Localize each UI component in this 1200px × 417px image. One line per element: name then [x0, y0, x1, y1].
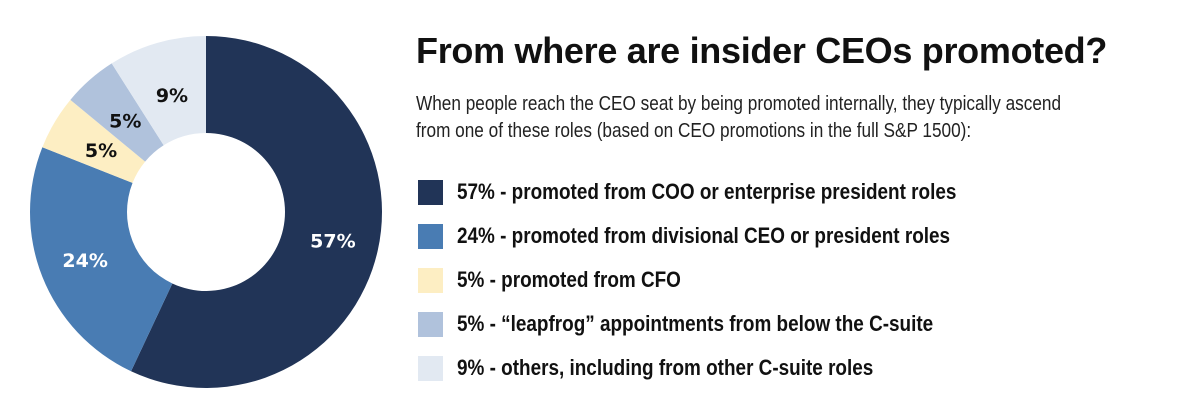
legend-item: 9% - others, including from other C-suit…: [418, 346, 1038, 390]
donut-slice: [70, 63, 164, 162]
donut-slice: [111, 36, 206, 146]
legend-label: 5% - promoted from CFO: [457, 267, 681, 292]
legend-swatch: [418, 223, 443, 249]
slice-data-label: 57%: [310, 230, 355, 252]
legend-label: 24% - promoted from divisional CEO or pr…: [457, 223, 951, 248]
slice-data-label: 5%: [85, 140, 117, 162]
slice-data-label: 5%: [109, 110, 141, 132]
chart-subtitle-line-2: from one of these roles (based on CEO pr…: [416, 120, 972, 142]
legend-swatch: [418, 267, 443, 293]
legend-swatch: [418, 179, 443, 205]
legend-label: 9% - others, including from other C-suit…: [457, 355, 874, 380]
legend-label: 5% - “leapfrog” appointments from below …: [457, 311, 934, 336]
slice-data-label: 24%: [62, 250, 107, 272]
donut-slice: [30, 147, 173, 372]
legend-swatch: [418, 311, 443, 337]
donut-slice: [42, 99, 146, 183]
donut-chart: 57% 24% 5% 5% 9%: [30, 36, 382, 389]
legend: 57% - promoted from COO or enterprise pr…: [418, 170, 1038, 390]
chart-subtitle-line-1: When people reach the CEO seat by being …: [416, 93, 1062, 115]
legend-swatch: [418, 355, 443, 381]
chart-title: From where are insider CEOs promoted?: [416, 30, 1108, 71]
donut-slice: [131, 36, 382, 389]
legend-item: 5% - “leapfrog” appointments from below …: [418, 302, 1038, 346]
legend-item: 24% - promoted from divisional CEO or pr…: [418, 214, 1038, 258]
legend-item: 5% - promoted from CFO: [418, 258, 1038, 302]
legend-item: 57% - promoted from COO or enterprise pr…: [418, 170, 1038, 214]
legend-label: 57% - promoted from COO or enterprise pr…: [457, 179, 957, 204]
slice-data-label: 9%: [156, 85, 188, 107]
